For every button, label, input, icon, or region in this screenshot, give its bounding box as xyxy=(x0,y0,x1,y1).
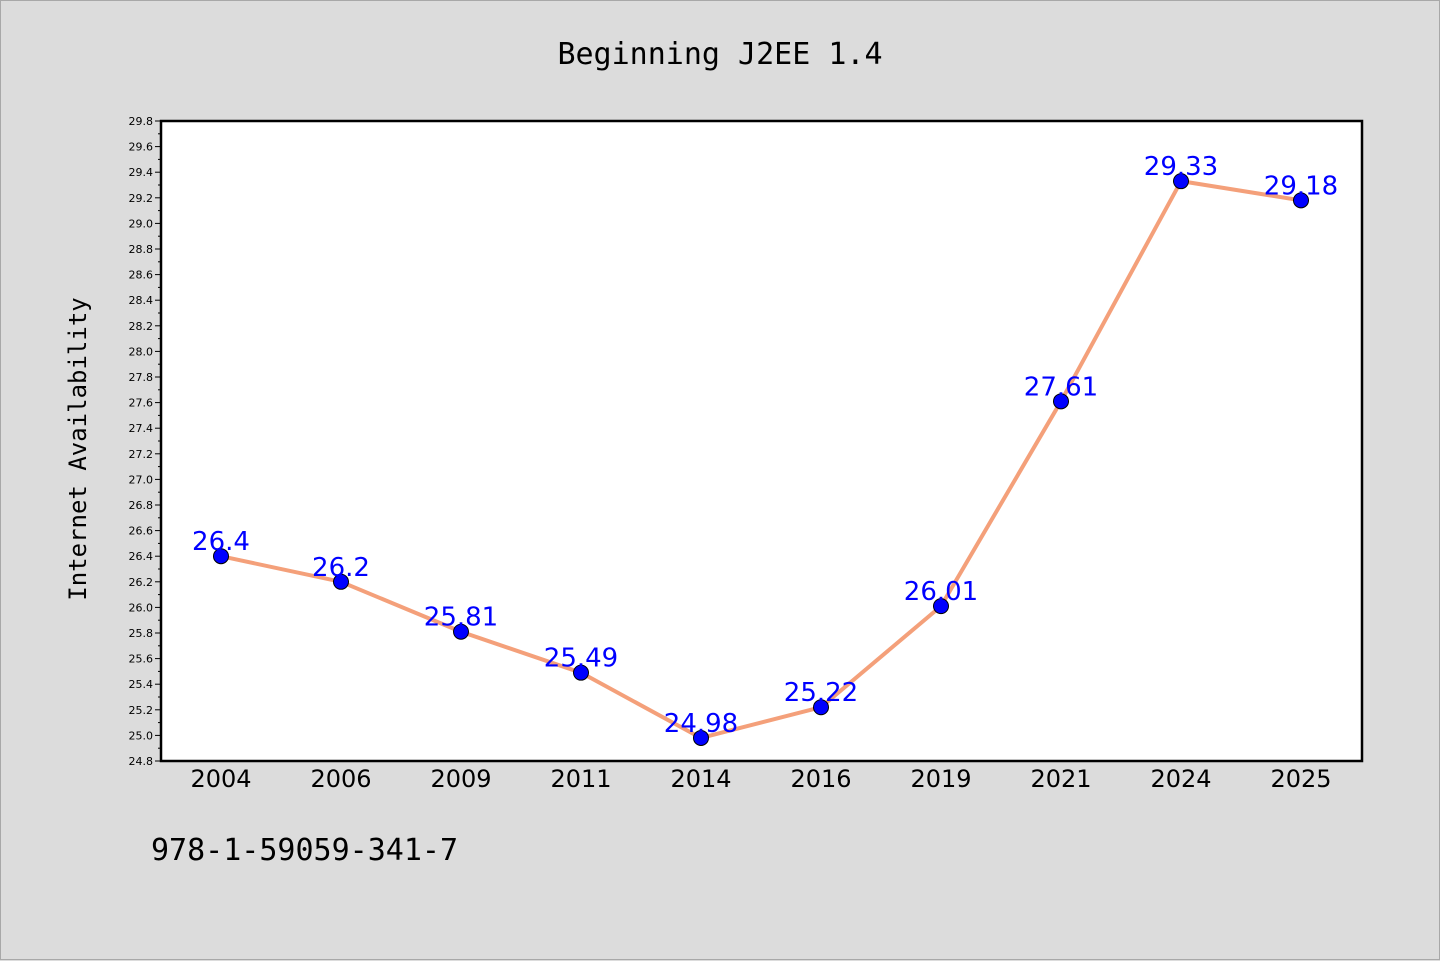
y-tick-label: 26.6 xyxy=(129,525,154,538)
x-tick-label: 2006 xyxy=(310,765,371,793)
data-point xyxy=(333,573,349,590)
data-point xyxy=(1053,393,1069,410)
data-label: 26.01 xyxy=(904,577,978,607)
data-point xyxy=(453,623,469,640)
x-tick-label: 2019 xyxy=(910,765,971,793)
x-tick-label: 2025 xyxy=(1270,765,1331,793)
y-tick-label: 29.0 xyxy=(129,217,154,230)
y-tick-label: 28.4 xyxy=(129,294,154,307)
data-label: 26.4 xyxy=(192,527,250,557)
x-tick-label: 2016 xyxy=(790,765,851,793)
y-tick-label: 28.6 xyxy=(129,269,154,282)
y-tick-label: 28.0 xyxy=(129,345,154,358)
data-label: 25.49 xyxy=(544,644,618,674)
series-layer: 26.4 26.2 25.81 25.49 24.98 25.22 26.01 27.61 29… xyxy=(192,152,1338,746)
y-tick-label: 25.8 xyxy=(129,627,154,640)
y-tick-label: 25.4 xyxy=(129,678,154,691)
y-tick-label: 27.0 xyxy=(129,473,154,486)
data-label: 27.61 xyxy=(1024,372,1098,402)
y-tick-label: 26.8 xyxy=(129,499,154,512)
y-tick-label: 26.4 xyxy=(129,550,154,563)
y-tick-label: 25.0 xyxy=(129,729,154,742)
x-axis: 2004 2006 2009 2011 2014 2016 2019 2021 2024 2025 xyxy=(190,765,1331,793)
x-tick-label: 2021 xyxy=(1030,765,1091,793)
y-tick-label: 29.8 xyxy=(129,115,154,128)
y-tick-label: 26.0 xyxy=(129,601,154,614)
data-label: 29.18 xyxy=(1264,171,1338,201)
data-point xyxy=(693,729,709,746)
chart-title: Beginning J2EE 1.4 xyxy=(557,37,882,72)
data-label: 26.2 xyxy=(312,553,370,583)
y-tick-label: 29.6 xyxy=(129,141,154,154)
data-label: 25.22 xyxy=(784,678,858,708)
y-tick-label: 26.2 xyxy=(129,576,154,589)
y-tick-label: 24.8 xyxy=(129,755,154,768)
x-tick-label: 2011 xyxy=(550,765,611,793)
y-tick-label: 27.4 xyxy=(129,422,154,435)
y-tick-label: 29.4 xyxy=(129,166,154,179)
data-point xyxy=(933,598,949,615)
y-axis: 24.8 25.0 25.2 25.4 25.6 25.8 26.0 26.2 26.4 26.6… xyxy=(129,115,161,768)
isbn-note: 978-1-59059-341-7 xyxy=(151,833,459,868)
data-label: 25.81 xyxy=(424,603,498,633)
y-tick-label: 28.2 xyxy=(129,320,154,333)
data-point xyxy=(813,699,829,716)
series-line xyxy=(219,179,1303,740)
data-point xyxy=(1173,173,1189,190)
data-point xyxy=(573,664,589,681)
data-label: 29.33 xyxy=(1144,152,1218,182)
data-label: 24.98 xyxy=(664,709,738,739)
y-tick-label: 28.8 xyxy=(129,243,154,256)
x-tick-label: 2004 xyxy=(190,765,251,793)
y-tick-label: 29.2 xyxy=(129,192,154,205)
y-tick-label: 25.2 xyxy=(129,704,154,717)
plot-border xyxy=(159,119,1364,763)
plot-area xyxy=(161,121,1362,761)
x-tick-label: 2014 xyxy=(670,765,731,793)
y-tick-label: 27.8 xyxy=(129,371,154,384)
x-tick-label: 2024 xyxy=(1150,765,1211,793)
y-tick-label: 27.2 xyxy=(129,448,154,461)
y-axis-label: Internet Availability xyxy=(64,297,92,600)
y-tick-label: 27.6 xyxy=(129,397,154,410)
x-tick-label: 2009 xyxy=(430,765,491,793)
data-point xyxy=(213,548,229,565)
y-tick-label: 25.6 xyxy=(129,653,154,666)
data-point xyxy=(1293,192,1309,209)
